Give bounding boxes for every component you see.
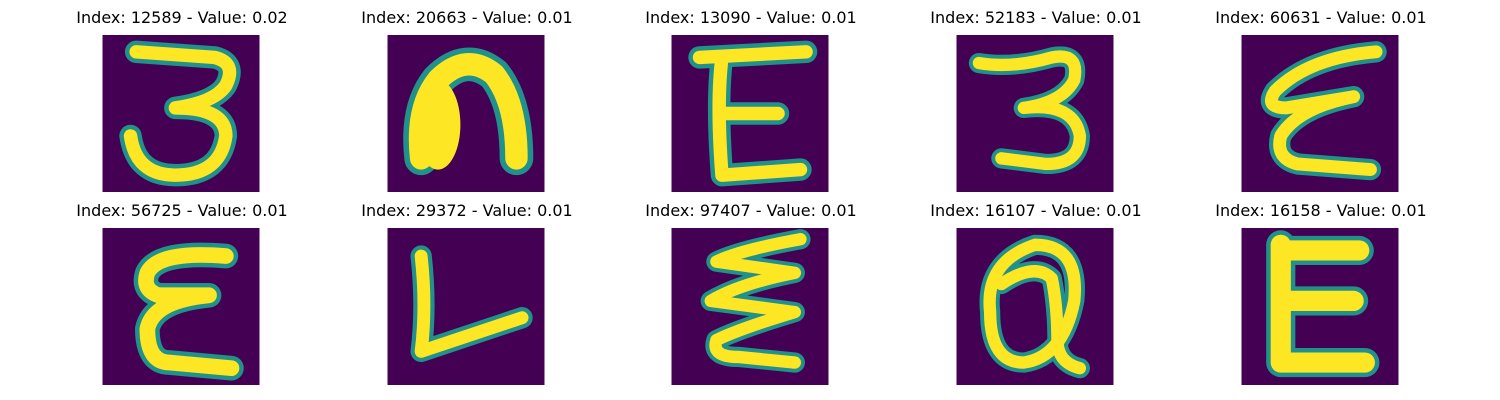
sample-title: Index: 52183 - Value: 0.01 [930,8,1142,27]
sample-title: Index: 16158 - Value: 0.01 [1215,201,1427,220]
glyph-image [956,35,1114,192]
sample-title: Index: 13090 - Value: 0.01 [645,8,857,27]
glyph-image [956,228,1114,385]
glyph-image [387,228,545,385]
sample-title: Index: 20663 - Value: 0.01 [361,8,573,27]
sample-title: Index: 97407 - Value: 0.01 [645,201,857,220]
glyph-image [387,35,545,192]
glyph-image [671,228,829,385]
glyph-image [102,228,260,385]
sample-title: Index: 29372 - Value: 0.01 [361,201,573,220]
sample-title: Index: 16107 - Value: 0.01 [930,201,1142,220]
glyph-image [671,35,829,192]
glyph-image [1241,35,1399,192]
sample-title: Index: 60631 - Value: 0.01 [1215,8,1427,27]
sample-title: Index: 56725 - Value: 0.01 [76,201,288,220]
glyph-image [102,35,260,192]
glyph-image [1241,228,1399,385]
sample-title: Index: 12589 - Value: 0.02 [76,8,288,27]
